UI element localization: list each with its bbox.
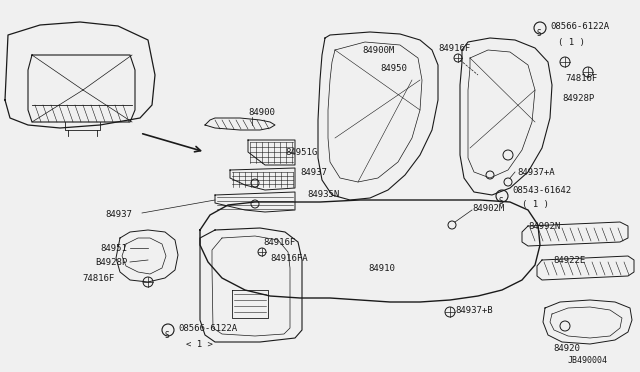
Text: 74816F: 74816F bbox=[565, 74, 597, 83]
Circle shape bbox=[504, 178, 512, 186]
Text: 74816F: 74816F bbox=[82, 274, 115, 283]
Text: 84920: 84920 bbox=[553, 344, 580, 353]
Text: 84910: 84910 bbox=[368, 264, 395, 273]
Text: 84916F: 84916F bbox=[263, 238, 295, 247]
Text: 84935N: 84935N bbox=[307, 190, 339, 199]
Text: S: S bbox=[499, 198, 503, 206]
Text: 08543-61642: 08543-61642 bbox=[512, 186, 571, 195]
Text: 84937: 84937 bbox=[300, 168, 327, 177]
Circle shape bbox=[454, 54, 462, 62]
Text: 08566-6122A: 08566-6122A bbox=[550, 22, 609, 31]
Circle shape bbox=[560, 57, 570, 67]
Text: 84902M: 84902M bbox=[472, 204, 504, 213]
Text: 84937: 84937 bbox=[105, 210, 132, 219]
Circle shape bbox=[258, 248, 266, 256]
Text: 84937+B: 84937+B bbox=[455, 306, 493, 315]
Text: 84928P: 84928P bbox=[562, 94, 595, 103]
Circle shape bbox=[448, 221, 456, 229]
Text: 84916F: 84916F bbox=[438, 44, 470, 53]
Circle shape bbox=[143, 277, 153, 287]
Text: 84900: 84900 bbox=[248, 108, 275, 117]
Circle shape bbox=[162, 324, 174, 336]
Circle shape bbox=[583, 67, 593, 77]
Text: 84916FA: 84916FA bbox=[270, 254, 308, 263]
Circle shape bbox=[486, 171, 494, 179]
Text: JB490004: JB490004 bbox=[568, 356, 608, 365]
Text: 08566-6122A: 08566-6122A bbox=[178, 324, 237, 333]
Circle shape bbox=[496, 190, 508, 202]
Text: 84937+A: 84937+A bbox=[517, 168, 555, 177]
Text: 84951: 84951 bbox=[100, 244, 127, 253]
Text: 84950: 84950 bbox=[380, 64, 407, 73]
Text: S: S bbox=[537, 29, 541, 38]
Circle shape bbox=[560, 321, 570, 331]
Circle shape bbox=[445, 307, 455, 317]
Text: 84992N: 84992N bbox=[528, 222, 560, 231]
Circle shape bbox=[251, 179, 259, 187]
Text: B4928P: B4928P bbox=[95, 258, 127, 267]
Text: < 1 >: < 1 > bbox=[186, 340, 213, 349]
Circle shape bbox=[503, 150, 513, 160]
Text: ( 1 ): ( 1 ) bbox=[558, 38, 585, 47]
Text: ( 1 ): ( 1 ) bbox=[522, 200, 549, 209]
Circle shape bbox=[534, 22, 546, 34]
Circle shape bbox=[251, 200, 259, 208]
Text: 84900M: 84900M bbox=[362, 46, 394, 55]
Text: 84951G: 84951G bbox=[285, 148, 317, 157]
Text: S: S bbox=[164, 331, 170, 340]
Text: 84922E: 84922E bbox=[553, 256, 585, 265]
